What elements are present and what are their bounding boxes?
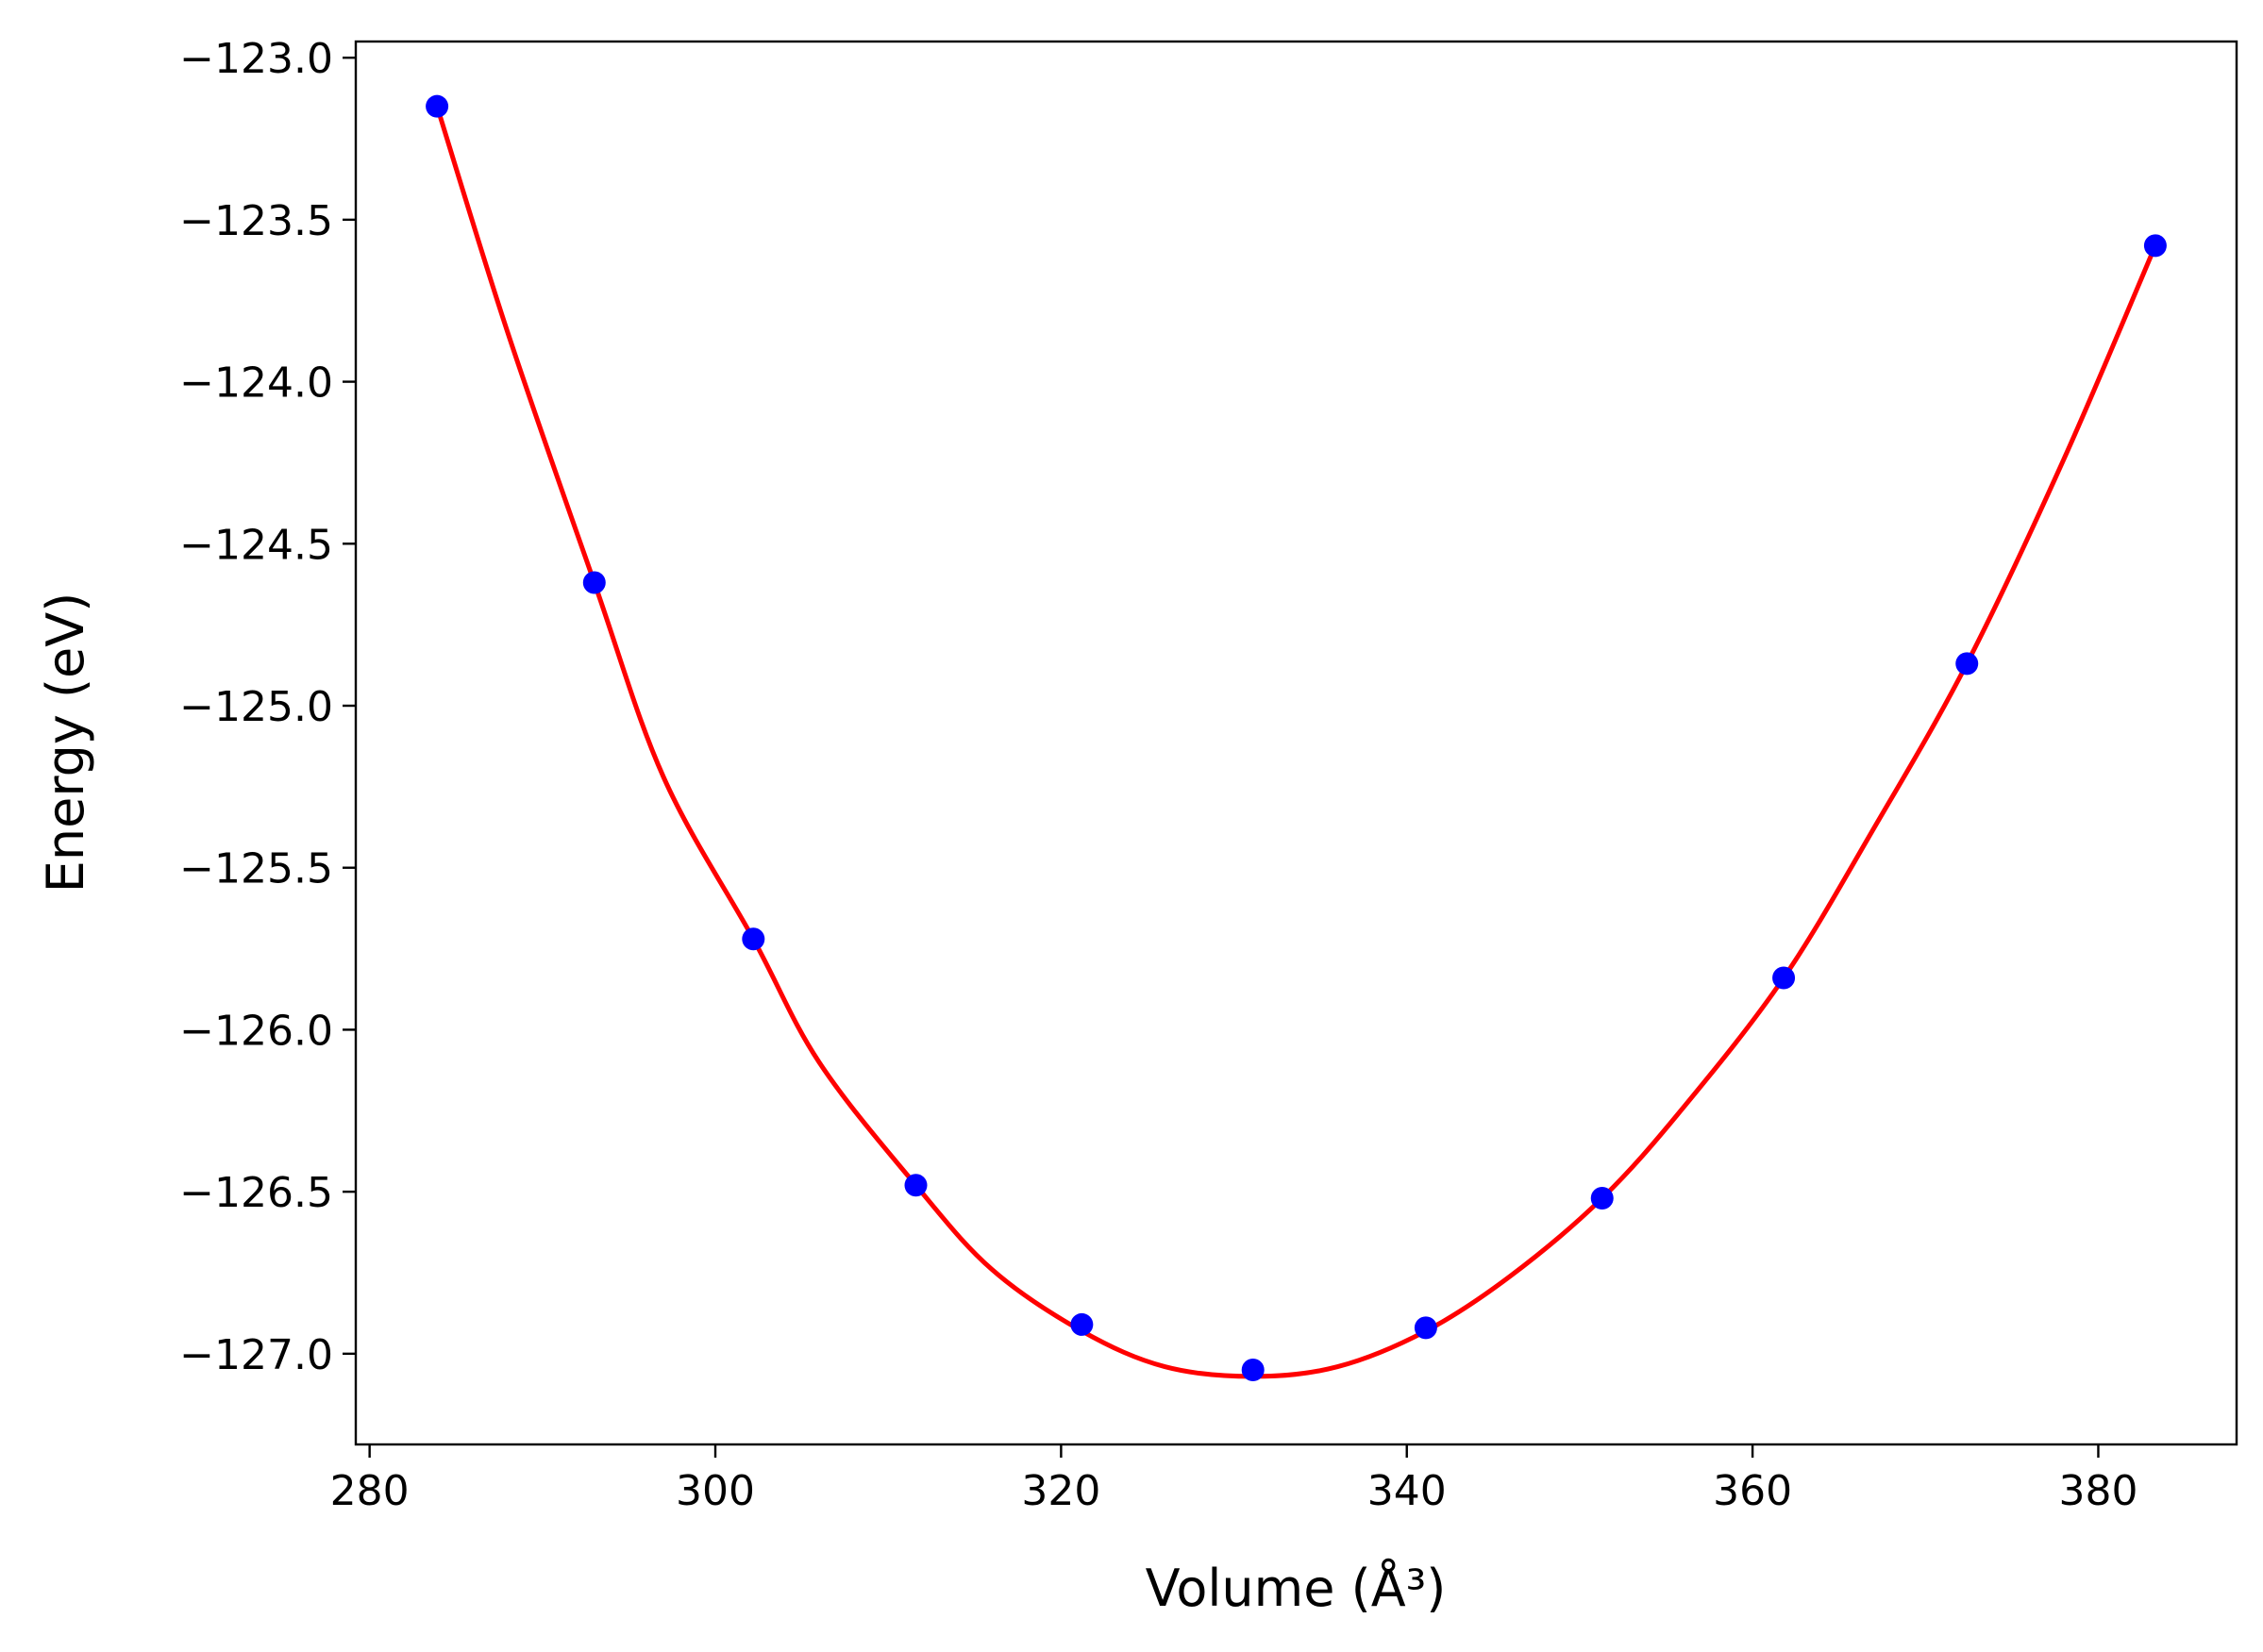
x-tick-label: 360 (1713, 1467, 1792, 1515)
data-points (426, 94, 2167, 1382)
data-point (1070, 1312, 1094, 1336)
x-tick-label: 320 (1021, 1467, 1100, 1515)
data-point (904, 1174, 928, 1197)
y-tick-label: −125.5 (179, 845, 333, 893)
data-point (742, 927, 765, 951)
x-tick-label: 340 (1367, 1467, 1447, 1515)
y-tick-label: −125.0 (179, 683, 333, 731)
data-point (582, 571, 606, 594)
x-tick-label: 280 (330, 1467, 410, 1515)
y-tick-label: −124.0 (179, 359, 333, 408)
y-tick-label: −126.0 (179, 1007, 333, 1055)
y-tick-label: −126.5 (179, 1169, 333, 1217)
data-point (1955, 652, 1979, 676)
y-axis-label: Energy (eV) (36, 592, 95, 893)
data-point (1241, 1359, 1265, 1382)
data-point (1414, 1316, 1437, 1340)
data-point (1772, 966, 1796, 990)
x-tick-label: 380 (2058, 1467, 2137, 1515)
y-tick-label: −127.0 (179, 1331, 333, 1379)
y-tick-label: −123.0 (179, 35, 333, 83)
x-axis: 280 300 320 340 360 380 (330, 1444, 2137, 1515)
x-axis-label: Volume (Å³) (1146, 1558, 1447, 1618)
data-point (2143, 234, 2167, 258)
y-tick-label: −123.5 (179, 197, 333, 245)
y-tick-label: −124.5 (179, 521, 333, 569)
plot-frame (354, 40, 2238, 1446)
fit-curve (434, 105, 2158, 1379)
y-axis: −123.0 −123.5 −124.0 −124.5 −125.0 −125.5 −126… (179, 35, 356, 1379)
data-point (426, 94, 449, 118)
x-tick-label: 300 (676, 1467, 755, 1515)
data-point (1590, 1187, 1614, 1210)
